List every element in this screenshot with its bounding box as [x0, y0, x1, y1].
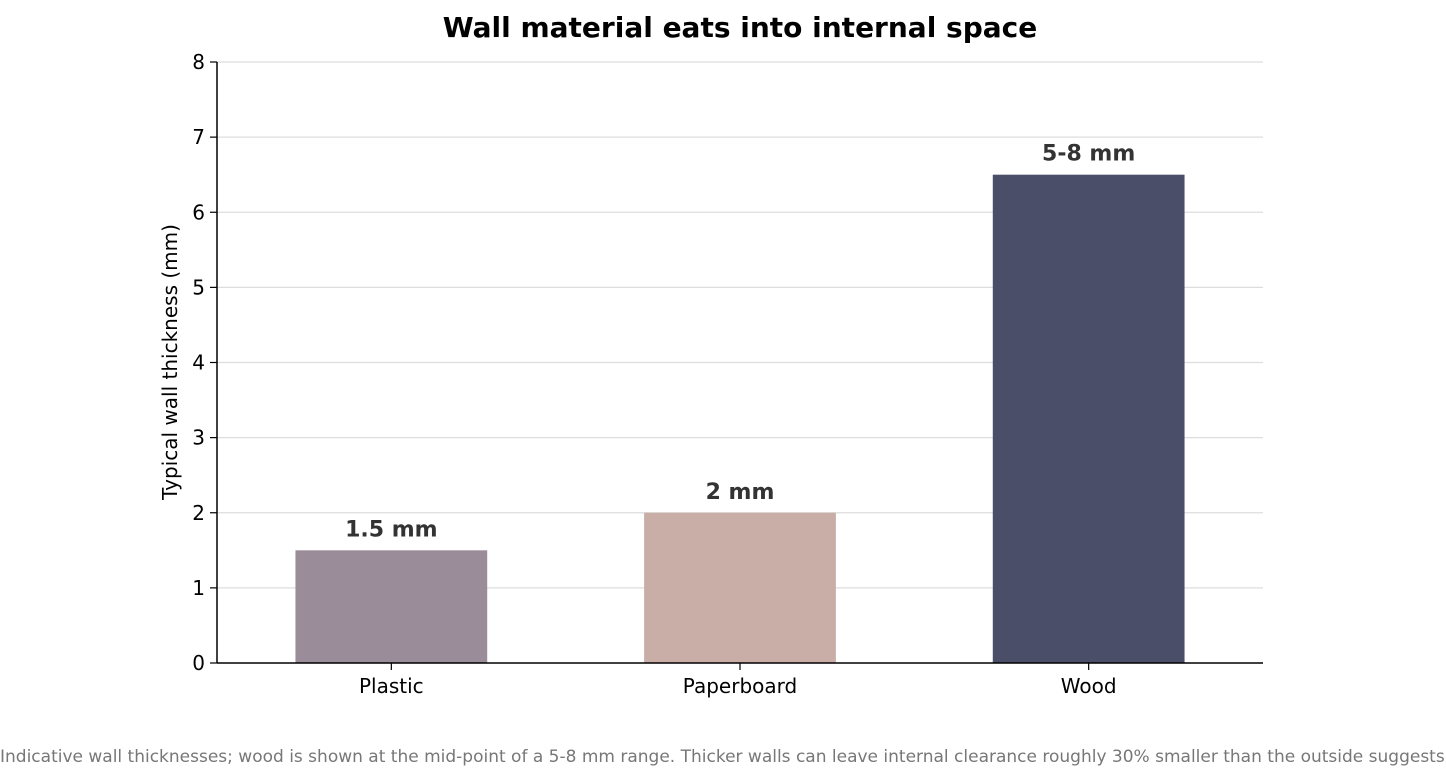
bar-data-label: 2 mm: [706, 480, 775, 505]
y-axis-label: Typical wall thickness (mm): [158, 224, 182, 501]
bars: [295, 174, 1185, 663]
x-tick-label: Wood: [1061, 674, 1117, 698]
chart-title: Wall material eats into internal space: [443, 11, 1037, 44]
x-tick-label: Paperboard: [683, 674, 797, 698]
chart-caption: Indicative wall thicknesses; wood is sho…: [0, 747, 1446, 767]
data-labels: 1.5 mm 2 mm 5-8 mm: [345, 142, 1135, 543]
x-tick-label: Plastic: [359, 674, 424, 698]
y-ticks: 0 1 2 3 4 5 6 7 8: [192, 50, 217, 675]
y-tick-label: 7: [192, 125, 205, 149]
x-ticks: Plastic Paperboard Wood: [359, 663, 1117, 698]
y-tick-label: 8: [192, 50, 205, 74]
gridlines: [217, 61, 1263, 589]
y-tick-label: 3: [192, 426, 205, 450]
y-tick-label: 4: [192, 351, 205, 375]
y-tick-label: 1: [192, 576, 205, 600]
bar-data-label: 1.5 mm: [345, 517, 437, 542]
y-tick-label: 6: [192, 200, 205, 224]
y-tick-label: 0: [192, 651, 205, 675]
bar: [295, 550, 488, 663]
y-tick-label: 5: [192, 275, 205, 299]
y-tick-label: 2: [192, 501, 205, 525]
bar: [644, 512, 836, 663]
bar: [992, 174, 1185, 663]
bar-data-label: 5-8 mm: [1042, 142, 1135, 167]
